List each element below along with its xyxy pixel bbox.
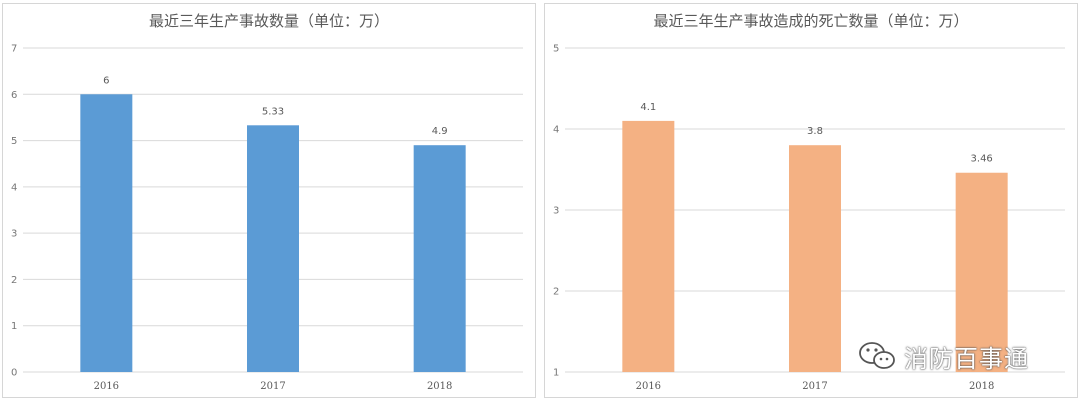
data-label: 4.9	[432, 126, 448, 137]
x-tick-label: 2018	[427, 381, 452, 392]
bar-chart-accidents: 0 1 2 3 4 5 6 7 6 2016 5.33 2017 4.9 2018	[11, 44, 523, 392]
chart-panel-accidents: 最近三年生产事故数量（单位：万） 0 1 2 3 4 5 6 7 6 2016 5.33 2017 4.…	[2, 3, 536, 398]
bar	[789, 145, 841, 372]
bar	[80, 94, 133, 373]
data-label: 3.8	[807, 126, 823, 137]
chart-title: 最近三年生产事故造成的死亡数量（单位：万）	[653, 12, 969, 30]
bar	[247, 125, 299, 372]
y-tick-label: 0	[11, 368, 17, 379]
x-tick-label: 2017	[260, 381, 285, 392]
y-tick-label: 1	[11, 321, 17, 332]
watermark-text: 消防百事通	[904, 344, 1029, 373]
watermark: 消防百事通	[858, 338, 1029, 374]
x-tick-label: 2016	[636, 381, 661, 392]
chart-title: 最近三年生产事故数量（单位：万）	[148, 12, 389, 30]
data-label: 6	[103, 75, 109, 86]
bar	[622, 120, 675, 373]
data-label: 3.46	[971, 154, 993, 165]
y-tick-label: 6	[11, 90, 17, 101]
y-tick-label: 2	[11, 275, 17, 286]
y-tick-label: 7	[11, 44, 17, 55]
bar	[413, 145, 466, 372]
x-tick-label: 2017	[802, 381, 827, 392]
data-label: 5.33	[262, 106, 284, 117]
wechat-icon	[859, 342, 895, 369]
y-tick-label: 4	[11, 182, 17, 193]
chart-panel-deaths: 最近三年生产事故造成的死亡数量（单位：万） 1 2 3 4 5 4.1 2016 3.8 201…	[544, 3, 1078, 398]
y-tick-label: 3	[11, 229, 17, 240]
y-tick-label: 4	[553, 125, 559, 136]
y-tick-label: 5	[11, 136, 17, 147]
bar	[955, 172, 1008, 372]
x-tick-label: 2016	[94, 381, 119, 392]
data-label: 4.1	[640, 102, 656, 113]
x-tick-label: 2018	[969, 381, 994, 392]
y-tick-label: 1	[553, 368, 559, 379]
y-tick-label: 3	[553, 206, 559, 217]
bar-chart-deaths: 1 2 3 4 5 4.1 2016 3.8 2017 3.46 2018	[553, 44, 1065, 392]
y-tick-label: 2	[553, 287, 559, 298]
y-tick-label: 5	[553, 44, 559, 55]
